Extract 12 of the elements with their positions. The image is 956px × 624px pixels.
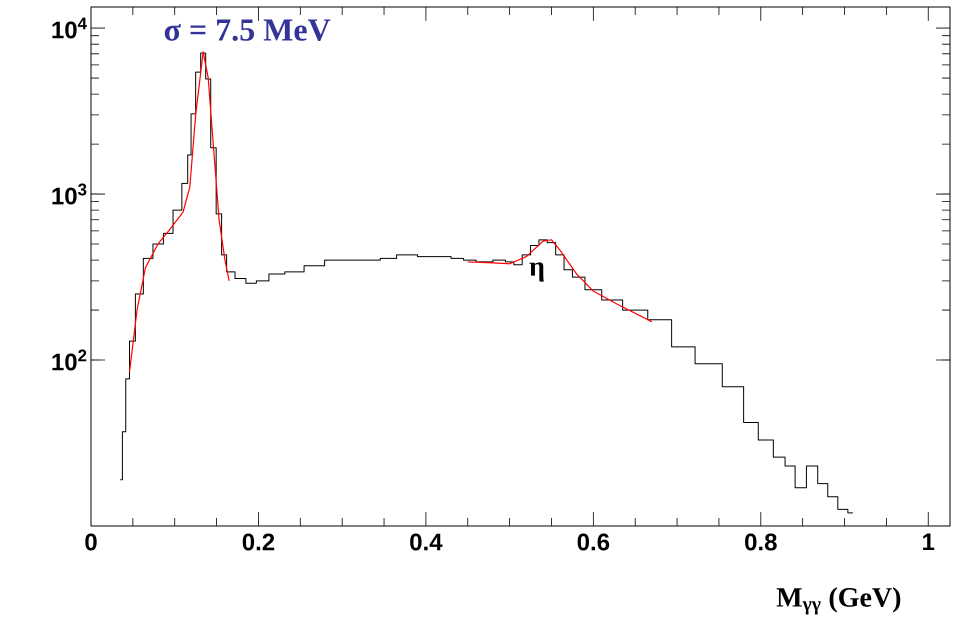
y-tick-label: 10$^{4}$ xyxy=(52,18,87,38)
x-tick-label: 0.2 xyxy=(242,534,274,551)
x-tick-label: 0.8 xyxy=(745,534,777,551)
x-axis-title: M$_{γγ}$ (GeV) xyxy=(776,587,900,614)
x-tick-label: 0 xyxy=(85,534,97,551)
annotation: σ = 7.5 MeV xyxy=(164,20,330,41)
annotation: η xyxy=(529,262,544,282)
x-tick-label: 0.6 xyxy=(578,534,610,551)
y-tick-label: 10$^{3}$ xyxy=(52,184,86,205)
x-tick-label: 1 xyxy=(923,534,934,550)
x-tick-label: 0.4 xyxy=(410,534,442,551)
y-tick-label: 10$^{2}$ xyxy=(52,350,86,371)
